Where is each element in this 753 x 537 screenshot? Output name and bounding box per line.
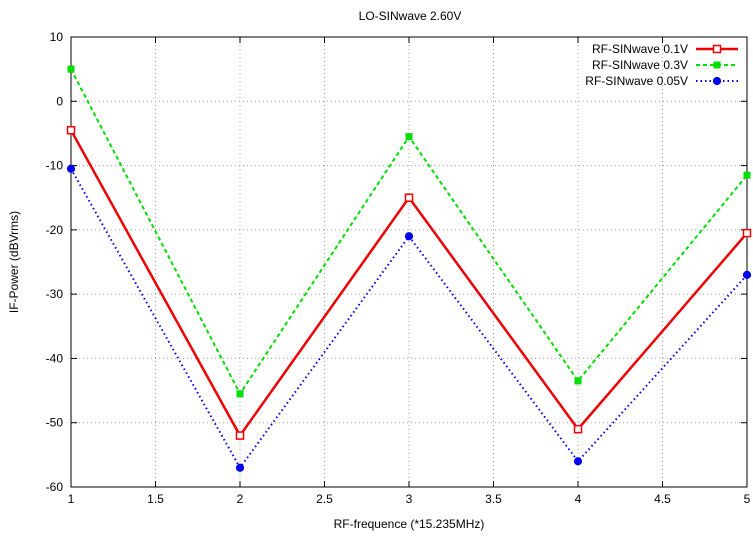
legend-marker	[712, 44, 722, 54]
x-tick-label: 4.5	[654, 492, 671, 506]
y-tick-label: -40	[46, 351, 64, 365]
data-point	[236, 390, 244, 398]
y-tick-label: -20	[46, 223, 64, 237]
data-point	[405, 133, 413, 141]
y-tick-label: -10	[46, 159, 64, 173]
data-point	[66, 125, 76, 135]
axis-ticks: 1 1.5 2 2.5 3 3.5 4 4.5 5 -60 -50 -40 -30 -20 -10 0 10	[46, 30, 751, 506]
series-line	[70, 168, 748, 470]
data-point	[743, 171, 751, 179]
data-point	[573, 424, 583, 434]
legend-marker	[712, 76, 722, 86]
chart-title: LO-SINwave 2.60V	[359, 9, 462, 23]
series-2	[67, 65, 751, 398]
legend: RF-SINwave 0.1V RF-SINwave 0.3V RF-SINwave…	[585, 42, 738, 88]
x-tick-label: 3.5	[485, 492, 502, 506]
data-point	[742, 270, 752, 279]
y-tick-label: -50	[46, 416, 64, 430]
x-tick-label: 2.5	[316, 492, 333, 506]
data-point	[404, 232, 414, 241]
y-axis-label: IF-Power (dBVrms)	[7, 211, 21, 313]
legend-label: RF-SINwave 0.05V	[585, 74, 688, 88]
x-tick-label: 4	[575, 492, 582, 506]
data-point	[235, 463, 245, 472]
x-tick-label: 2	[237, 492, 244, 506]
data-point	[574, 377, 582, 385]
y-tick-label: -30	[46, 287, 64, 301]
data-point	[742, 228, 752, 238]
data-point	[235, 431, 245, 440]
y-tick-label: 10	[50, 30, 64, 44]
data-point	[404, 193, 414, 202]
legend-label: RF-SINwave 0.1V	[592, 42, 688, 56]
x-tick-label: 1.5	[147, 492, 164, 506]
series-1	[66, 125, 752, 440]
x-tick-label: 1	[68, 492, 75, 506]
grid	[71, 37, 747, 487]
series-3	[66, 164, 752, 472]
legend-label: RF-SINwave 0.3V	[592, 58, 688, 72]
data-point	[66, 164, 76, 173]
y-tick-label: 0	[56, 94, 63, 108]
legend-marker	[713, 61, 721, 69]
data-point	[67, 65, 75, 73]
series-group	[66, 65, 752, 472]
x-tick-label: 5	[744, 492, 751, 506]
x-axis-label: RF-frequence (*15.235MHz)	[334, 517, 485, 531]
data-point	[573, 457, 583, 466]
y-tick-label: -60	[46, 480, 64, 494]
x-tick-label: 3	[406, 492, 413, 506]
